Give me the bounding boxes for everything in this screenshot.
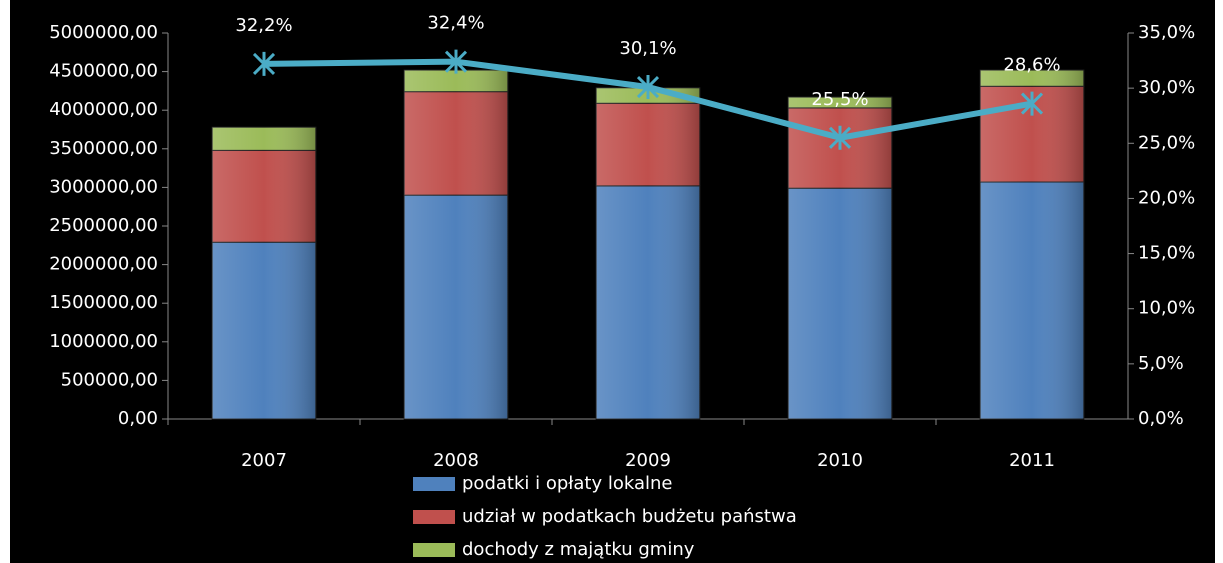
- data-label: 30,1%: [619, 38, 676, 59]
- marker: [444, 49, 468, 74]
- bar-shade: [212, 127, 316, 151]
- y-tick-label: 4500000,00: [49, 61, 158, 82]
- legend-swatch: [413, 510, 455, 524]
- y2-tick-label: 30,0%: [1138, 77, 1195, 98]
- y-tick-label: 2500000,00: [49, 215, 158, 236]
- y-tick-label: 1500000,00: [49, 292, 158, 313]
- data-label: 28,6%: [1003, 55, 1060, 76]
- legend-label: podatki i opłaty lokalne: [462, 473, 672, 494]
- x-tick-label: 2011: [1009, 450, 1055, 471]
- bar-shade: [212, 242, 316, 419]
- legend-label: udział w podatkach budżetu państwa: [462, 506, 797, 527]
- x-tick-label: 2008: [433, 450, 479, 471]
- bar-shade: [980, 181, 1084, 419]
- y2-tick-label: 10,0%: [1138, 298, 1195, 319]
- y-tick-label: 0,00: [118, 408, 158, 429]
- x-tick-label: 2007: [241, 450, 287, 471]
- y-tick-label: 4000000,00: [49, 99, 158, 120]
- y-tick-label: 2000000,00: [49, 254, 158, 275]
- marker: [252, 51, 276, 76]
- bar-shade: [212, 150, 316, 243]
- y2-tick-label: 20,0%: [1138, 187, 1195, 208]
- data-label: 32,2%: [235, 15, 292, 36]
- y2-tick-label: 0,0%: [1138, 408, 1184, 429]
- y-tick-label: 3500000,00: [49, 138, 158, 159]
- x-tick-label: 2009: [625, 450, 671, 471]
- data-label: 25,5%: [811, 89, 868, 110]
- y2-tick-label: 35,0%: [1138, 22, 1195, 43]
- y-tick-label: 500000,00: [61, 369, 158, 390]
- bar-shade: [404, 195, 508, 419]
- bar-shade: [404, 91, 508, 196]
- bar-shade: [980, 70, 1084, 87]
- bar-shade: [596, 103, 700, 186]
- y2-tick-label: 5,0%: [1138, 353, 1184, 374]
- bar-shade: [788, 188, 892, 419]
- x-tick-label: 2010: [817, 450, 863, 471]
- marker: [1020, 91, 1044, 116]
- y-tick-label: 5000000,00: [49, 22, 158, 43]
- bar-shade: [788, 97, 892, 108]
- marker: [828, 125, 852, 150]
- data-label: 32,4%: [427, 13, 484, 34]
- bar-shade: [404, 70, 508, 92]
- legend-swatch: [413, 477, 455, 491]
- legend-label: dochody z majątku gminy: [462, 539, 695, 560]
- y-tick-label: 1000000,00: [49, 331, 158, 352]
- legend-swatch: [413, 543, 455, 557]
- y2-tick-label: 25,0%: [1138, 132, 1195, 153]
- marker: [636, 75, 660, 100]
- bar-shade: [596, 185, 700, 419]
- y-tick-label: 3000000,00: [49, 176, 158, 197]
- y2-tick-label: 15,0%: [1138, 243, 1195, 264]
